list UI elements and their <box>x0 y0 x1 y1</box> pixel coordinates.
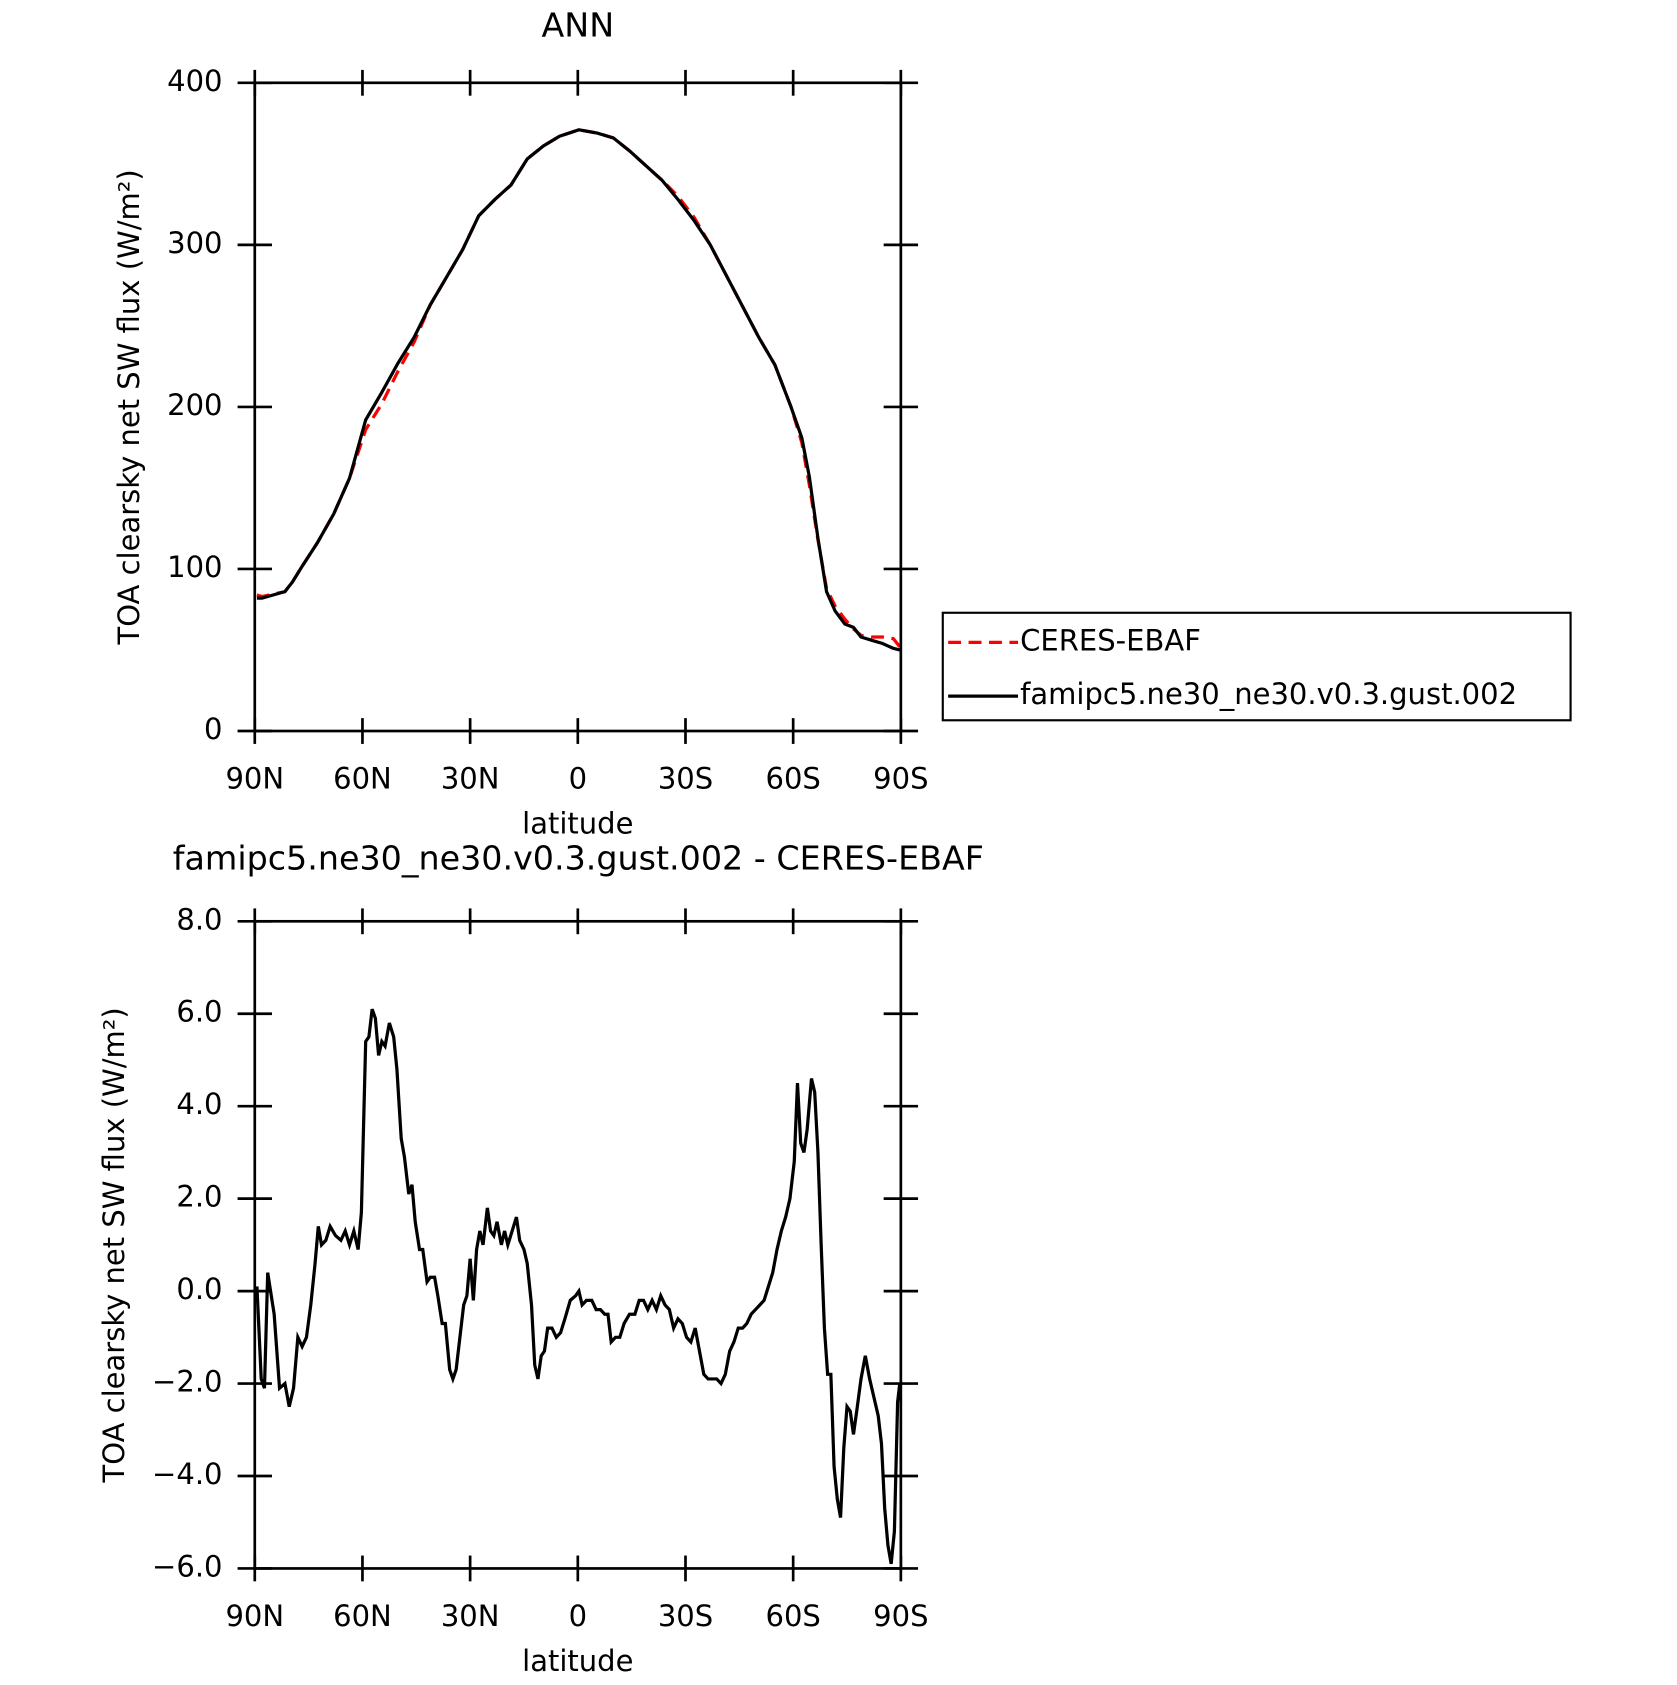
data-line <box>255 1008 902 1565</box>
y-tick-label: 200 <box>167 388 222 422</box>
y-axis-label: TOA clearsky net SW flux (W/m²) <box>97 1007 131 1483</box>
y-tick-label: 6.0 <box>176 995 222 1029</box>
y-axis-label: TOA clearsky net SW flux (W/m²) <box>112 169 146 645</box>
x-tick-label: 30S <box>658 761 713 795</box>
y-tick-label: 300 <box>167 226 222 260</box>
x-tick-label: 30S <box>658 1599 713 1633</box>
x-tick-label: 30N <box>441 761 500 795</box>
x-axis-label: latitude <box>522 807 633 841</box>
x-tick-label: 60S <box>765 761 820 795</box>
x-tick-label: 60N <box>333 761 392 795</box>
chart-title: ANN <box>541 5 614 44</box>
x-tick-label: 90N <box>225 1599 284 1633</box>
y-tick-label: 0.0 <box>176 1272 222 1306</box>
plot-frame <box>253 919 903 1570</box>
legend-label: famipc5.ne30_ne30.v0.3.gust.002 <box>1020 677 1517 711</box>
x-tick-label: 0 <box>569 761 587 795</box>
x-tick-label: 60N <box>333 1599 392 1633</box>
y-tick-label: −4.0 <box>152 1457 222 1491</box>
y-tick-label: 100 <box>167 550 222 584</box>
x-axis-label: latitude <box>522 1644 633 1678</box>
chart-title: famipc5.ne30_ne30.v0.3.gust.002 - CERES-… <box>173 839 984 878</box>
y-tick-label: 0 <box>204 712 222 746</box>
plot-frame <box>253 81 903 733</box>
legend-box <box>941 611 1572 722</box>
x-tick-label: 90S <box>873 761 928 795</box>
legend-label: CERES-EBAF <box>1020 623 1201 657</box>
y-tick-label: 8.0 <box>176 902 222 936</box>
y-tick-label: 4.0 <box>176 1087 222 1121</box>
y-tick-label: 2.0 <box>176 1180 222 1214</box>
x-tick-label: 30N <box>441 1599 500 1633</box>
y-tick-label: −2.0 <box>152 1365 222 1399</box>
x-tick-label: 60S <box>765 1599 820 1633</box>
x-tick-label: 90S <box>873 1599 928 1633</box>
data-line <box>256 128 902 648</box>
x-tick-label: 90N <box>225 761 284 795</box>
y-tick-label: −6.0 <box>152 1549 222 1583</box>
y-tick-label: 400 <box>167 64 222 98</box>
x-tick-label: 0 <box>569 1599 587 1633</box>
data-line <box>256 128 901 652</box>
